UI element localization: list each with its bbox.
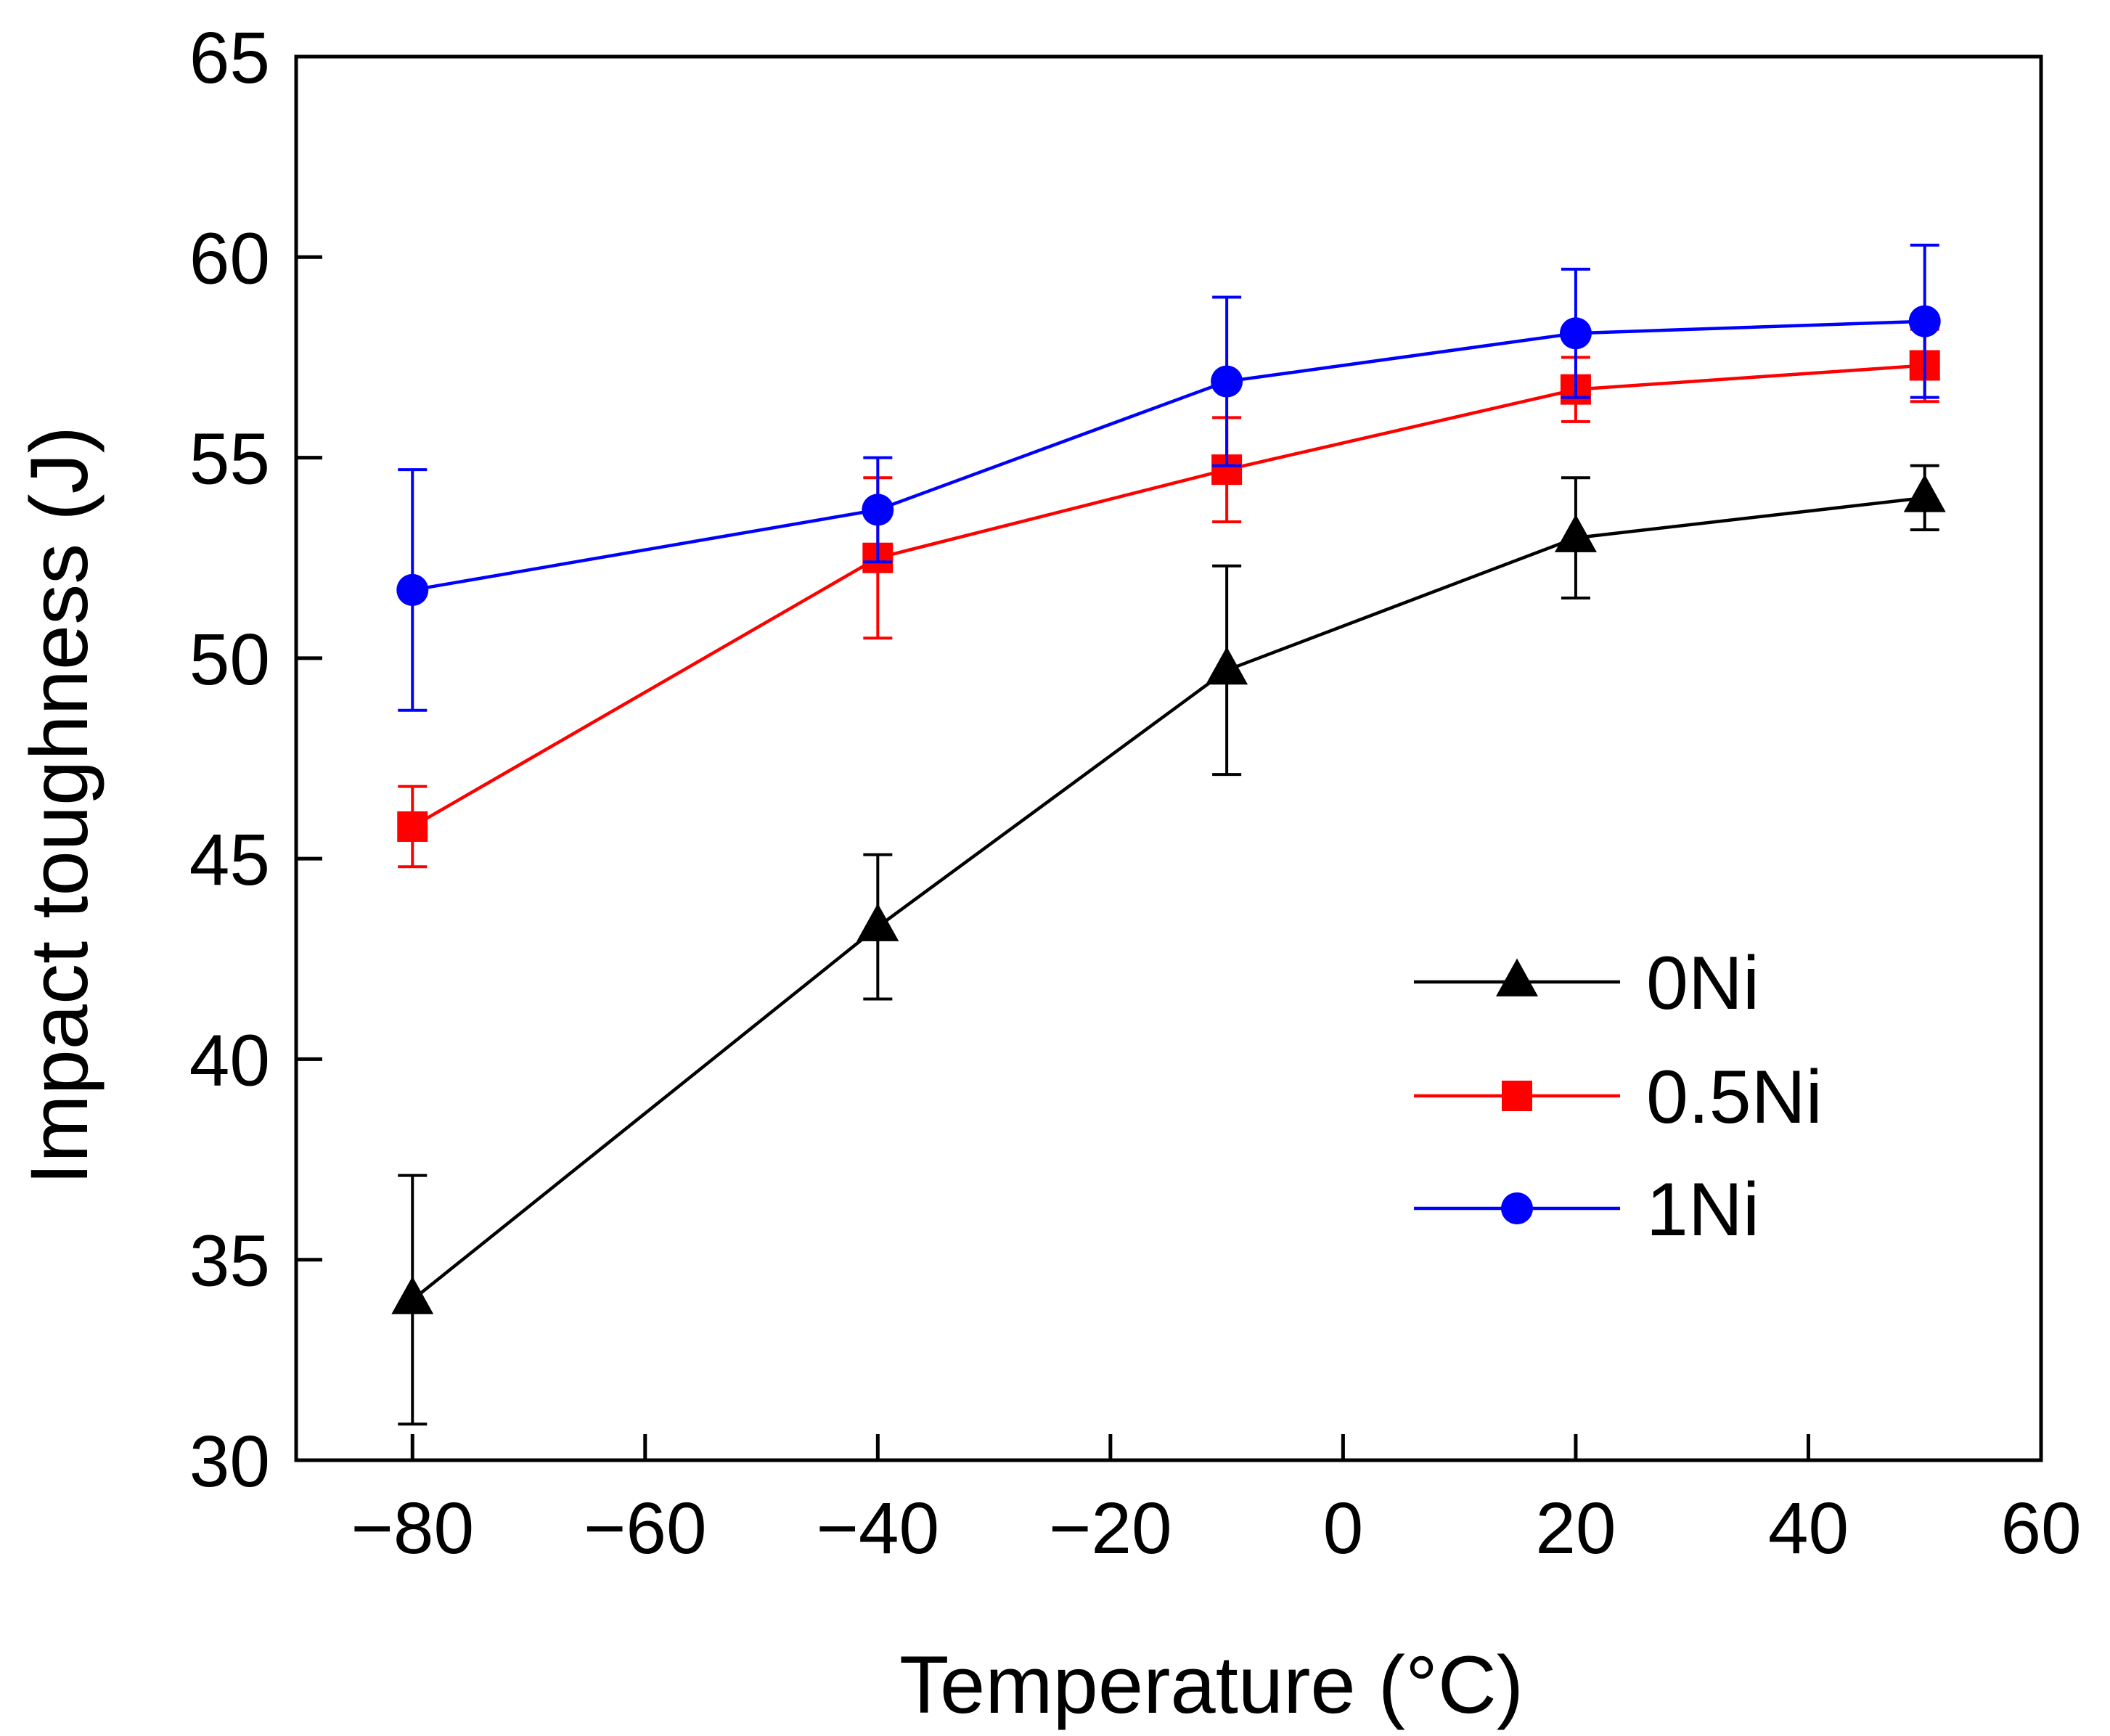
x-axis-title: Temperature (°C) xyxy=(899,1639,1524,1730)
data-point xyxy=(397,811,428,842)
data-point xyxy=(1211,365,1243,398)
x-tick-label: 20 xyxy=(1535,1488,1616,1569)
legend-marker xyxy=(1501,1192,1533,1224)
x-tick-label: −40 xyxy=(817,1488,940,1569)
legend-label: 0.5Ni xyxy=(1646,1055,1823,1139)
y-axis-title: Impact toughness (J) xyxy=(14,426,105,1185)
legend-label: 0Ni xyxy=(1646,941,1759,1025)
legend-marker xyxy=(1496,958,1538,996)
data-point xyxy=(1554,514,1597,552)
series-1Ni xyxy=(396,243,1941,712)
y-tick-label: 65 xyxy=(189,17,270,99)
x-tick-label: −80 xyxy=(351,1488,474,1569)
x-tick-label: −20 xyxy=(1049,1488,1172,1569)
series-0Ni xyxy=(391,464,1946,1426)
y-tick-label: 55 xyxy=(189,419,270,500)
y-tick-label: 50 xyxy=(189,619,270,700)
x-tick-label: 40 xyxy=(1768,1488,1849,1569)
legend-entry-1Ni: 1Ni xyxy=(1414,1168,1759,1252)
plot-area: −80 −60 −40 −20 0 20 40 60 30 35 40 45 50 55 60 65 xyxy=(189,17,2082,1569)
data-point xyxy=(856,903,899,941)
data-point xyxy=(396,573,429,606)
y-tick-label: 40 xyxy=(189,1020,270,1101)
data-point xyxy=(1559,317,1592,350)
data-point xyxy=(1908,305,1941,337)
legend-marker xyxy=(1502,1081,1532,1111)
legend-entry-0Ni: 0Ni xyxy=(1414,941,1759,1025)
data-point xyxy=(1206,647,1248,685)
legend: 0Ni 0.5Ni 1Ni xyxy=(1414,941,1823,1252)
y-tick-label: 45 xyxy=(189,819,270,901)
data-point xyxy=(391,1276,434,1314)
y-tick-label: 60 xyxy=(189,218,270,299)
legend-entry-0.5Ni: 0.5Ni xyxy=(1414,1055,1823,1139)
x-tick-label: −60 xyxy=(584,1488,707,1569)
y-tick-label: 30 xyxy=(189,1421,270,1502)
plot-frame xyxy=(294,54,2043,1462)
y-tick-label: 35 xyxy=(189,1221,270,1302)
data-point xyxy=(1903,474,1946,512)
data-point xyxy=(862,494,894,526)
legend-label: 1Ni xyxy=(1646,1168,1759,1252)
x-tick-label: 60 xyxy=(2000,1488,2081,1569)
x-tick-label: 0 xyxy=(1323,1488,1364,1569)
